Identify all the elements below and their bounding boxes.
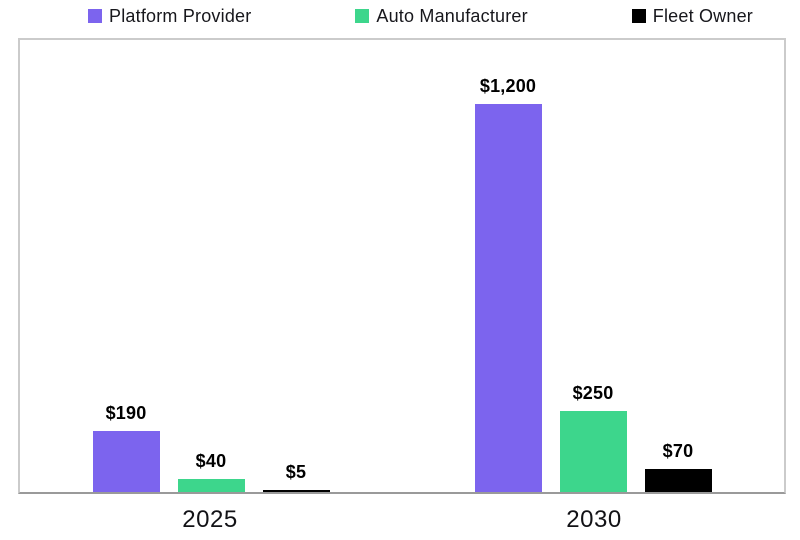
legend-item: Platform Provider	[88, 6, 251, 27]
bar-value-label: $1,200	[479, 76, 537, 96]
bar-column: $1,200	[474, 76, 542, 492]
bar-column: $250	[559, 383, 627, 492]
bar	[92, 431, 160, 492]
chart-legend: Platform Provider Auto Manufacturer Fleet …	[88, 5, 753, 27]
bar-value-label: $40	[195, 451, 227, 471]
legend-item: Fleet Owner	[631, 5, 753, 27]
bar	[644, 469, 712, 492]
bar-column: $190	[92, 403, 160, 492]
bar-value-label: $5	[285, 462, 307, 482]
bar	[262, 490, 330, 492]
bar-column: $40	[177, 451, 245, 492]
x-axis: 2025 2030	[18, 506, 786, 534]
legend-color-swatch-icon	[88, 9, 102, 23]
x-axis-label: 2025	[182, 506, 238, 533]
bar-value-label: $190	[105, 403, 147, 423]
bar-column: $5	[262, 462, 330, 492]
bar-column: $70	[644, 441, 712, 492]
bar	[474, 104, 542, 492]
legend-label: Platform Provider	[109, 5, 252, 26]
legend-label: Auto Manufacturer	[376, 5, 528, 26]
x-axis-label: 2030	[566, 506, 622, 533]
bar-group-2030: $1,200 $250 $70	[474, 76, 712, 492]
bar-group-2025: $190 $40 $5	[92, 403, 330, 492]
legend-item: Auto Manufacturer	[355, 5, 528, 27]
legend-label: Fleet Owner	[652, 5, 753, 26]
legend-color-swatch-icon	[631, 9, 646, 23]
bar-value-label: $70	[662, 441, 694, 461]
bar-value-label: $250	[572, 383, 614, 403]
bar	[177, 479, 245, 492]
legend-color-swatch-icon	[355, 9, 370, 23]
bar	[559, 411, 627, 492]
plot-area: $190 $40 $5 $1,200 $250 $70	[18, 38, 786, 494]
